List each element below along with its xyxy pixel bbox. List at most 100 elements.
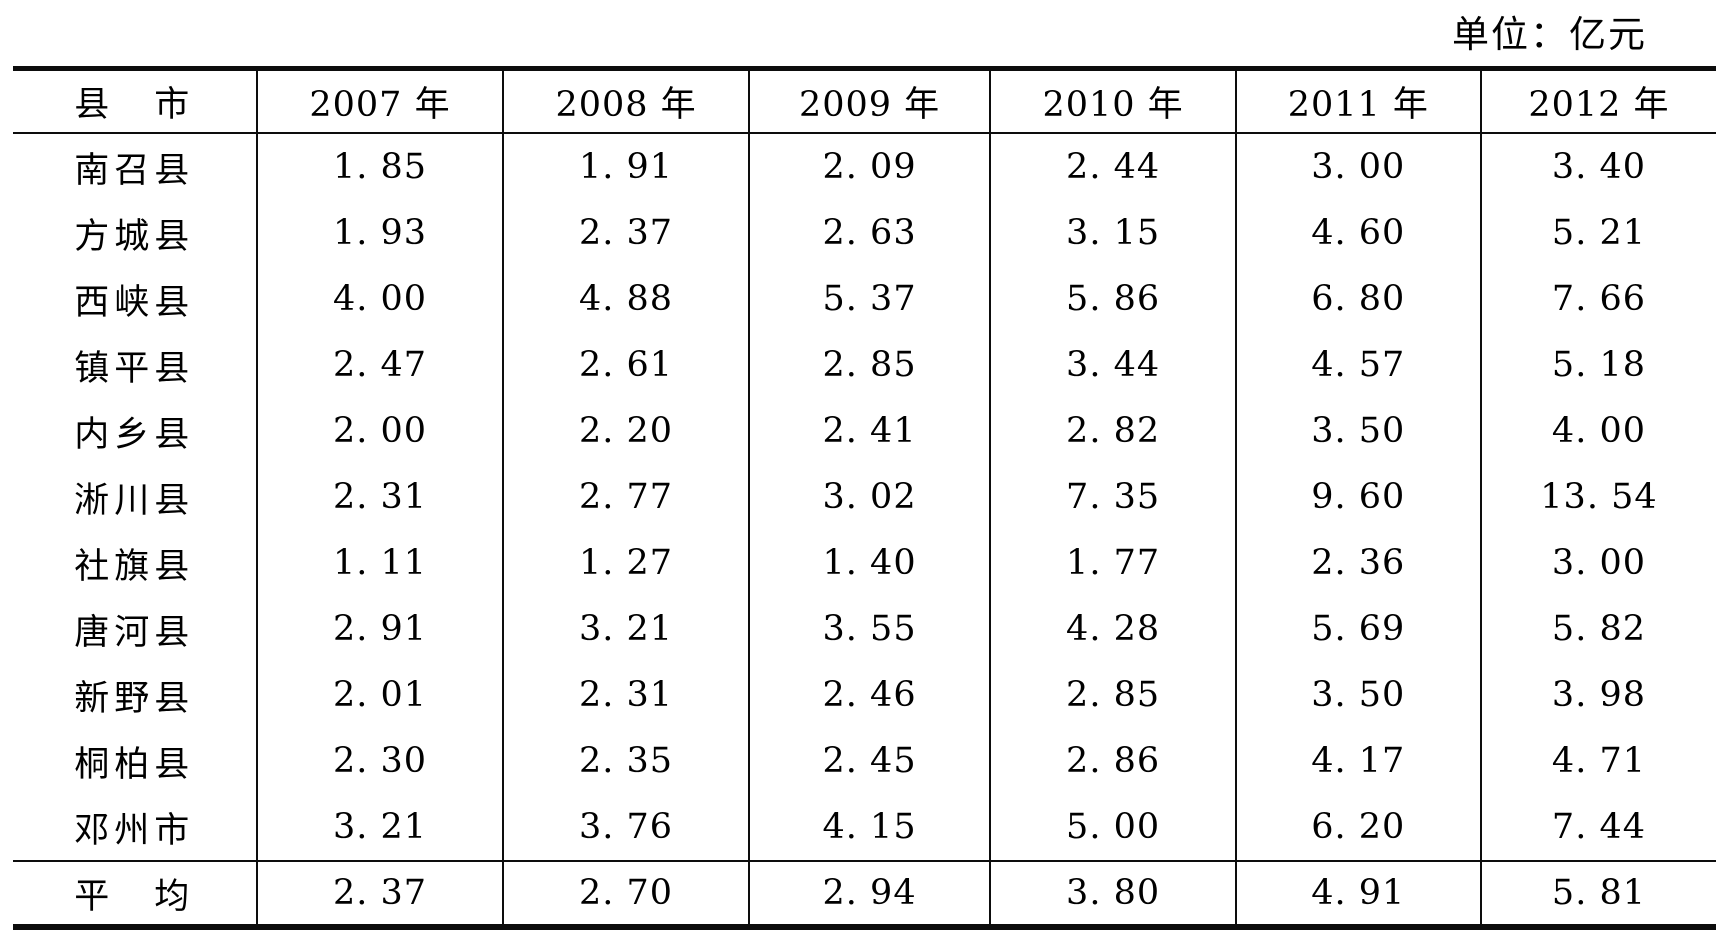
value-cell: 3. 00 [1235, 133, 1482, 200]
county-name-cell: 淅川县 [13, 464, 258, 530]
county-name-cell: 新野县 [13, 662, 258, 728]
value-cell: 7. 35 [990, 464, 1237, 530]
value-cell: 13. 54 [1540, 477, 1658, 517]
value-cell: 4. 60 [1235, 200, 1482, 266]
value-cell: 2. 61 [503, 332, 750, 398]
value-cell: 3. 98 [1551, 675, 1646, 715]
value-cell: 1. 91 [503, 133, 750, 200]
value-cell: 2. 63 [748, 200, 992, 266]
value-cell: 2. 00 [256, 398, 505, 464]
table-row: 南召县 1. 85 1. 91 2. 09 2. 44 3. 00 3. 40 [13, 133, 1716, 200]
value-cell: 2. 91 [256, 596, 505, 662]
value-cell: 3. 00 [1551, 543, 1646, 583]
table-body: 南召县 1. 85 1. 91 2. 09 2. 44 3. 00 3. 40 方城县 1. 9… [13, 133, 1716, 861]
table-header-row: 县 市 2007 年 2008 年 2009 年 2010 年 2011 年 2012 年 [13, 68, 1716, 134]
col-header-year-2012: 2012 年 [1480, 68, 1716, 134]
table-average-row: 平 均 2. 37 2. 70 2. 94 3. 80 4. 91 5. 81 [13, 860, 1716, 927]
value-cell: 5. 86 [990, 266, 1237, 332]
table-row: 唐河县 2. 91 3. 21 3. 55 4. 28 5. 69 5. 82 [13, 596, 1716, 662]
county-name-cell: 桐柏县 [13, 728, 258, 794]
county-year-table: 县 市 2007 年 2008 年 2009 年 2010 年 2011 年 2012 年 … [13, 66, 1716, 930]
value-cell: 2. 36 [1235, 530, 1482, 596]
average-value-cell: 3. 80 [990, 860, 1237, 927]
value-cell: 2. 20 [503, 398, 750, 464]
average-value-cell: 2. 70 [503, 860, 750, 927]
value-cell: 1. 11 [256, 530, 505, 596]
value-cell: 2. 41 [748, 398, 992, 464]
county-name-cell: 唐河县 [13, 596, 258, 662]
value-cell: 1. 93 [256, 200, 505, 266]
value-cell: 5. 00 [990, 794, 1237, 861]
table-row: 社旗县 1. 11 1. 27 1. 40 1. 77 2. 36 3. 00 [13, 530, 1716, 596]
value-cell: 4. 00 [1551, 411, 1646, 451]
col-header-county: 县 市 [13, 68, 258, 134]
value-cell: 7. 44 [1551, 807, 1646, 847]
value-cell: 3. 21 [503, 596, 750, 662]
average-label-cell: 平 均 [13, 860, 258, 927]
value-cell: 5. 37 [748, 266, 992, 332]
value-cell: 2. 46 [748, 662, 992, 728]
value-cell: 7. 66 [1551, 279, 1646, 319]
table-row: 桐柏县 2. 30 2. 35 2. 45 2. 86 4. 17 4. 71 [13, 728, 1716, 794]
value-cell: 2. 85 [748, 332, 992, 398]
value-cell: 2. 85 [990, 662, 1237, 728]
col-header-year-2011: 2011 年 [1235, 68, 1482, 134]
value-cell: 3. 50 [1235, 662, 1482, 728]
county-name-cell: 社旗县 [13, 530, 258, 596]
value-cell: 6. 20 [1235, 794, 1482, 861]
value-cell: 1. 27 [503, 530, 750, 596]
value-cell: 4. 28 [990, 596, 1237, 662]
value-cell: 2. 45 [748, 728, 992, 794]
value-cell: 2. 31 [256, 464, 505, 530]
county-name-cell: 西峡县 [13, 266, 258, 332]
value-cell: 3. 44 [990, 332, 1237, 398]
average-value-cell: 2. 37 [256, 860, 505, 927]
value-cell: 2. 86 [990, 728, 1237, 794]
county-name-cell: 南召县 [13, 133, 258, 200]
table-row: 镇平县 2. 47 2. 61 2. 85 3. 44 4. 57 5. 18 [13, 332, 1716, 398]
value-cell: 2. 37 [503, 200, 750, 266]
value-cell: 1. 85 [256, 133, 505, 200]
average-value-cell: 4. 91 [1235, 860, 1482, 927]
table-row: 西峡县 4. 00 4. 88 5. 37 5. 86 6. 80 7. 66 [13, 266, 1716, 332]
county-name-cell: 方城县 [13, 200, 258, 266]
value-cell: 2. 35 [503, 728, 750, 794]
value-cell: 5. 21 [1551, 213, 1646, 253]
value-cell: 2. 77 [503, 464, 750, 530]
value-cell: 3. 40 [1551, 147, 1646, 187]
value-cell: 1. 77 [990, 530, 1237, 596]
unit-label: 单位：亿元 [1452, 13, 1647, 56]
col-header-year-2010: 2010 年 [990, 68, 1237, 134]
value-cell: 2. 44 [990, 133, 1237, 200]
table-row: 内乡县 2. 00 2. 20 2. 41 2. 82 3. 50 4. 00 [13, 398, 1716, 464]
average-value-cell: 2. 94 [748, 860, 992, 927]
value-cell: 3. 50 [1235, 398, 1482, 464]
table-row: 邓州市 3. 21 3. 76 4. 15 5. 00 6. 20 7. 44 [13, 794, 1716, 861]
county-name-cell: 镇平县 [13, 332, 258, 398]
value-cell: 3. 15 [990, 200, 1237, 266]
value-cell: 2. 82 [990, 398, 1237, 464]
value-cell: 2. 30 [256, 728, 505, 794]
value-cell: 2. 01 [256, 662, 505, 728]
value-cell: 9. 60 [1235, 464, 1482, 530]
value-cell: 3. 55 [748, 596, 992, 662]
value-cell: 2. 47 [256, 332, 505, 398]
value-cell: 3. 02 [748, 464, 992, 530]
col-header-year-2007: 2007 年 [256, 68, 505, 134]
value-cell: 4. 00 [256, 266, 505, 332]
value-cell: 3. 21 [256, 794, 505, 861]
county-name-cell: 内乡县 [13, 398, 258, 464]
value-cell: 5. 69 [1235, 596, 1482, 662]
value-cell: 4. 17 [1235, 728, 1482, 794]
value-cell: 1. 40 [748, 530, 992, 596]
table-row: 淅川县 2. 31 2. 77 3. 02 7. 35 9. 60 13. 54 [13, 464, 1716, 530]
value-cell: 4. 71 [1551, 741, 1646, 781]
average-value-cell: 5. 81 [1480, 860, 1716, 927]
value-cell: 2. 31 [503, 662, 750, 728]
value-cell: 4. 88 [503, 266, 750, 332]
value-cell: 4. 15 [748, 794, 992, 861]
value-cell: 2. 09 [748, 133, 992, 200]
value-cell: 4. 57 [1235, 332, 1482, 398]
col-header-year-2008: 2008 年 [503, 68, 750, 134]
value-cell: 6. 80 [1235, 266, 1482, 332]
